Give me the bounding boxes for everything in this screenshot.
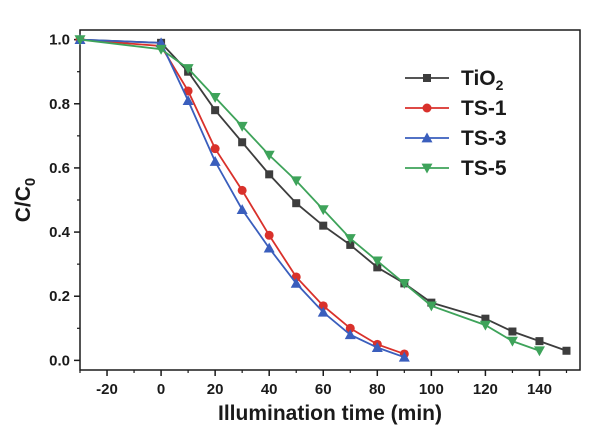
data-point <box>211 106 220 115</box>
series-layer <box>74 34 571 362</box>
data-point <box>346 240 355 249</box>
y-axis-title-subscript: 0 <box>22 178 39 186</box>
x-tick-label: 80 <box>369 381 386 398</box>
data-point <box>265 170 274 179</box>
x-tick-label: -20 <box>96 381 118 398</box>
legend-item: TS-5 <box>405 157 507 180</box>
series-line <box>79 38 405 359</box>
data-point <box>373 263 382 272</box>
legend-marker <box>423 74 431 82</box>
y-tick-label: 0.8 <box>49 96 70 113</box>
legend: TiO2 TS-1 TS-3 TS-5 <box>405 67 507 180</box>
data-point <box>155 44 167 55</box>
legend-label: TS-3 <box>461 127 507 150</box>
x-tick-label: 120 <box>473 381 498 398</box>
legend-label: TiO2 <box>461 67 504 93</box>
data-point <box>345 323 355 333</box>
data-point <box>290 176 302 187</box>
data-point <box>182 95 194 105</box>
x-tick-label: 0 <box>157 381 165 398</box>
y-axis-title-main: C/C <box>12 186 35 222</box>
x-tick-label: 60 <box>315 381 332 398</box>
legend-label: TS-1 <box>461 97 507 120</box>
data-point <box>398 278 410 289</box>
y-axis-title: C/C0 <box>12 178 39 223</box>
y-tick-label: 0.0 <box>49 352 70 369</box>
data-point <box>210 144 220 154</box>
series-4 <box>74 35 545 357</box>
data-point <box>264 230 274 240</box>
y-tick-label: 1.0 <box>49 32 70 49</box>
data-point <box>317 306 329 317</box>
data-point <box>535 337 544 346</box>
y-tick-label: 0.6 <box>49 160 70 177</box>
data-point <box>318 301 328 311</box>
data-point <box>292 199 301 208</box>
y-tick-label: 0.4 <box>49 224 71 241</box>
legend-item: TiO2 <box>405 67 504 93</box>
data-point <box>562 346 571 355</box>
data-point <box>209 156 221 166</box>
data-point <box>290 277 302 288</box>
data-point <box>425 301 437 312</box>
data-point <box>74 35 86 46</box>
x-tick-label: 40 <box>261 381 278 398</box>
data-point <box>398 351 410 362</box>
data-point <box>238 138 247 147</box>
data-point <box>481 314 490 323</box>
legend-marker <box>421 132 433 143</box>
legend-marker <box>421 163 433 174</box>
legend-label: TS-5 <box>461 157 507 180</box>
data-point <box>263 150 275 161</box>
legend-marker <box>422 103 432 113</box>
data-point <box>506 336 518 347</box>
data-point <box>182 64 194 74</box>
data-point <box>317 205 329 216</box>
data-point <box>533 346 545 357</box>
data-point <box>371 256 383 267</box>
x-axis-ticks: -20 0 20 40 60 80 100 120 140 <box>79 370 568 398</box>
series-line <box>79 38 567 352</box>
x-tick-label: 100 <box>419 381 444 398</box>
series-3 <box>74 34 410 362</box>
data-point <box>371 342 383 352</box>
data-point <box>479 320 491 331</box>
data-point <box>508 327 517 336</box>
data-point <box>344 329 356 340</box>
data-point <box>183 86 193 96</box>
data-point <box>236 121 248 132</box>
data-point <box>319 221 328 230</box>
x-tick-label: 140 <box>527 381 552 398</box>
legend-item: TS-1 <box>405 97 507 120</box>
series-2 <box>75 35 409 359</box>
x-tick-label: 20 <box>207 381 224 398</box>
data-point <box>155 37 167 48</box>
y-tick-label: 0.2 <box>49 288 70 305</box>
data-point <box>237 185 247 195</box>
legend-item: TS-3 <box>405 127 507 150</box>
data-point <box>263 242 275 253</box>
data-point <box>344 234 356 244</box>
series-line <box>79 38 405 355</box>
y-axis-ticks: 0.0 0.2 0.4 0.6 0.8 1.0 <box>49 32 80 369</box>
data-point <box>209 92 221 103</box>
data-point <box>236 204 248 215</box>
x-axis-title: Illumination time (min) <box>218 402 442 425</box>
